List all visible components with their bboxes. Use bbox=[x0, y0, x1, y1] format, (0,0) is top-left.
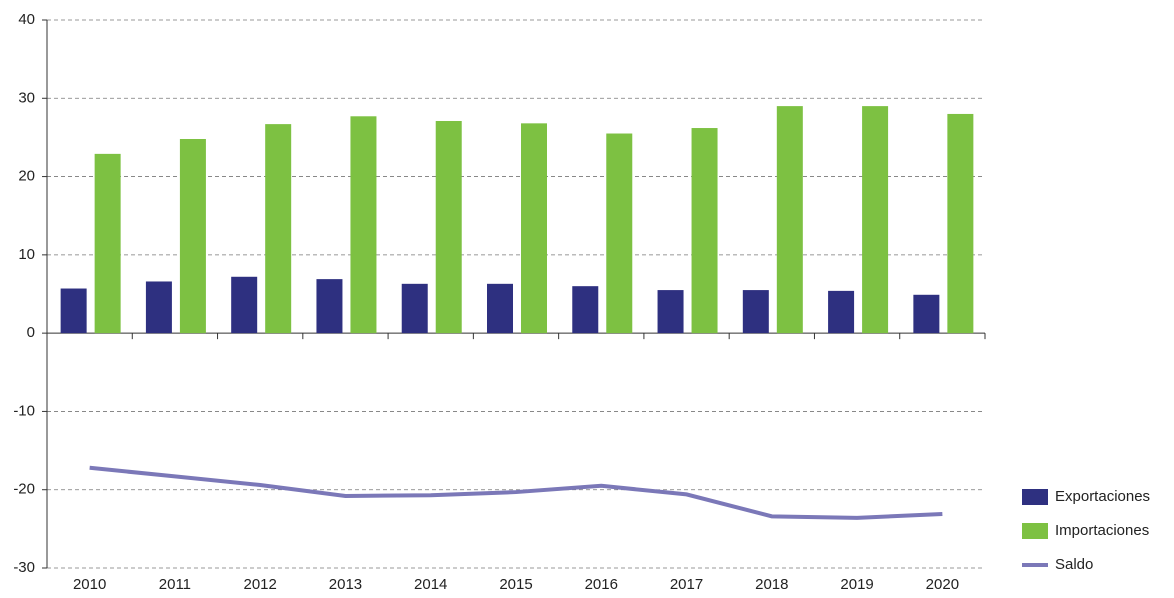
bar bbox=[265, 124, 292, 334]
x-tick-label: 2010 bbox=[73, 576, 106, 593]
y-tick-label: 20 bbox=[18, 168, 35, 185]
x-tick-label: 2015 bbox=[499, 576, 532, 593]
legend-label: Saldo bbox=[1055, 556, 1093, 573]
y-tick-label: 30 bbox=[18, 89, 35, 106]
bar bbox=[179, 138, 206, 334]
bar bbox=[435, 120, 462, 334]
x-tick-label: 2011 bbox=[159, 576, 191, 593]
x-tick-label: 2020 bbox=[926, 576, 959, 593]
y-tick-label: 0 bbox=[27, 324, 35, 341]
x-tick-label: 2013 bbox=[329, 576, 362, 593]
y-tick-label: -20 bbox=[13, 481, 35, 498]
y-tick-label: -30 bbox=[13, 559, 35, 576]
bar bbox=[521, 123, 547, 334]
bar bbox=[862, 106, 889, 334]
x-tick-label: 2014 bbox=[414, 576, 447, 593]
bar bbox=[572, 286, 599, 334]
bar bbox=[947, 113, 974, 334]
bar bbox=[913, 294, 940, 334]
legend-swatch bbox=[1022, 489, 1048, 505]
bar bbox=[145, 281, 172, 334]
bar bbox=[691, 128, 718, 334]
bar bbox=[487, 283, 513, 334]
bar bbox=[828, 290, 855, 334]
y-tick-label: -10 bbox=[13, 402, 35, 419]
bar bbox=[231, 276, 258, 334]
bar bbox=[94, 153, 121, 334]
y-tick-label: 40 bbox=[18, 11, 35, 28]
legend-swatch bbox=[1022, 523, 1048, 539]
bar bbox=[657, 290, 684, 334]
x-tick-label: 2019 bbox=[840, 576, 873, 593]
bar bbox=[350, 116, 377, 334]
x-tick-label: 2012 bbox=[243, 576, 276, 593]
x-tick-label: 2016 bbox=[585, 576, 618, 593]
x-tick-label: 2017 bbox=[670, 576, 703, 593]
bar bbox=[742, 290, 769, 334]
bar bbox=[60, 288, 87, 334]
bar bbox=[316, 279, 343, 334]
line bbox=[89, 465, 943, 520]
bar bbox=[401, 283, 428, 334]
y-tick-label: 10 bbox=[18, 246, 35, 263]
legend-label: Importaciones bbox=[1055, 522, 1149, 539]
legend-label: Exportaciones bbox=[1055, 488, 1150, 505]
bar bbox=[606, 133, 633, 334]
x-tick-label: 2018 bbox=[755, 576, 788, 593]
bar bbox=[776, 106, 803, 334]
